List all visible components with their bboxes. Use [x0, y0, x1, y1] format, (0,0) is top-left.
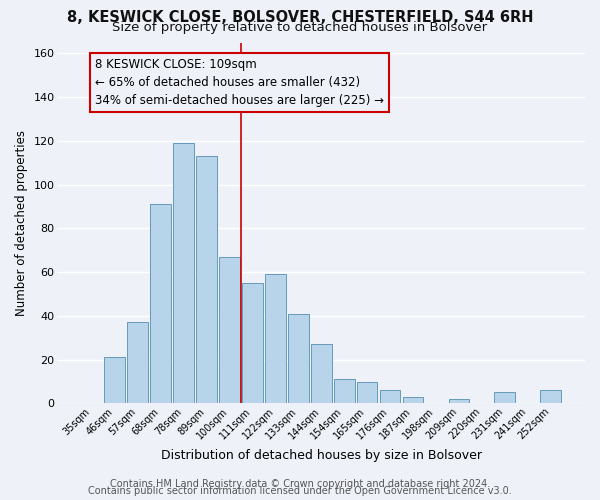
Bar [265, 274, 286, 404]
Text: Contains HM Land Registry data © Crown copyright and database right 2024.: Contains HM Land Registry data © Crown c… [110, 479, 490, 489]
Y-axis label: Number of detached properties: Number of detached properties [15, 130, 28, 316]
Bar [334, 380, 355, 404]
Bar [403, 397, 424, 404]
Bar [541, 390, 561, 404]
X-axis label: Distribution of detached houses by size in Bolsover: Distribution of detached houses by size … [161, 450, 482, 462]
Bar [196, 156, 217, 404]
Text: 8 KESWICK CLOSE: 109sqm
← 65% of detached houses are smaller (432)
34% of semi-d: 8 KESWICK CLOSE: 109sqm ← 65% of detache… [95, 58, 384, 107]
Bar [127, 322, 148, 404]
Bar [219, 257, 240, 404]
Bar [173, 143, 194, 404]
Bar [494, 392, 515, 404]
Bar [357, 382, 377, 404]
Bar [150, 204, 171, 404]
Bar [311, 344, 332, 404]
Text: Contains public sector information licensed under the Open Government Licence v3: Contains public sector information licen… [88, 486, 512, 496]
Bar [288, 314, 308, 404]
Text: Size of property relative to detached houses in Bolsover: Size of property relative to detached ho… [112, 22, 488, 35]
Bar [380, 390, 400, 404]
Bar [104, 358, 125, 404]
Bar [449, 399, 469, 404]
Bar [242, 283, 263, 404]
Text: 8, KESWICK CLOSE, BOLSOVER, CHESTERFIELD, S44 6RH: 8, KESWICK CLOSE, BOLSOVER, CHESTERFIELD… [67, 10, 533, 25]
